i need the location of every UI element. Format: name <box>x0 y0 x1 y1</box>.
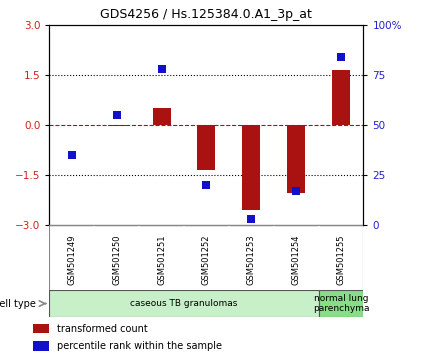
Text: transformed count: transformed count <box>57 324 147 333</box>
Text: normal lung
parenchyma: normal lung parenchyma <box>313 294 369 313</box>
Point <box>338 54 344 59</box>
Bar <box>197 125 215 170</box>
Text: GSM501254: GSM501254 <box>292 234 301 285</box>
Text: GSM501253: GSM501253 <box>247 234 256 285</box>
Bar <box>153 108 171 125</box>
Text: GSM501249: GSM501249 <box>68 234 77 285</box>
Title: GDS4256 / Hs.125384.0.A1_3p_at: GDS4256 / Hs.125384.0.A1_3p_at <box>101 8 312 21</box>
Point <box>293 188 300 194</box>
Bar <box>242 125 260 210</box>
Text: caseous TB granulomas: caseous TB granulomas <box>130 299 238 308</box>
Text: GSM501255: GSM501255 <box>336 234 345 285</box>
Point <box>158 66 165 72</box>
Text: GSM501251: GSM501251 <box>157 234 166 285</box>
Bar <box>287 125 305 193</box>
Bar <box>108 125 126 126</box>
Point <box>203 182 210 188</box>
Bar <box>33 324 49 333</box>
Text: cell type: cell type <box>0 298 36 309</box>
Bar <box>49 290 319 317</box>
Text: percentile rank within the sample: percentile rank within the sample <box>57 341 222 351</box>
Text: GSM501250: GSM501250 <box>112 234 121 285</box>
Point <box>248 216 255 222</box>
Bar <box>33 341 49 351</box>
Point <box>68 152 75 158</box>
Bar <box>332 70 350 125</box>
Point <box>113 112 120 118</box>
Text: GSM501252: GSM501252 <box>202 234 211 285</box>
Bar <box>319 290 363 317</box>
